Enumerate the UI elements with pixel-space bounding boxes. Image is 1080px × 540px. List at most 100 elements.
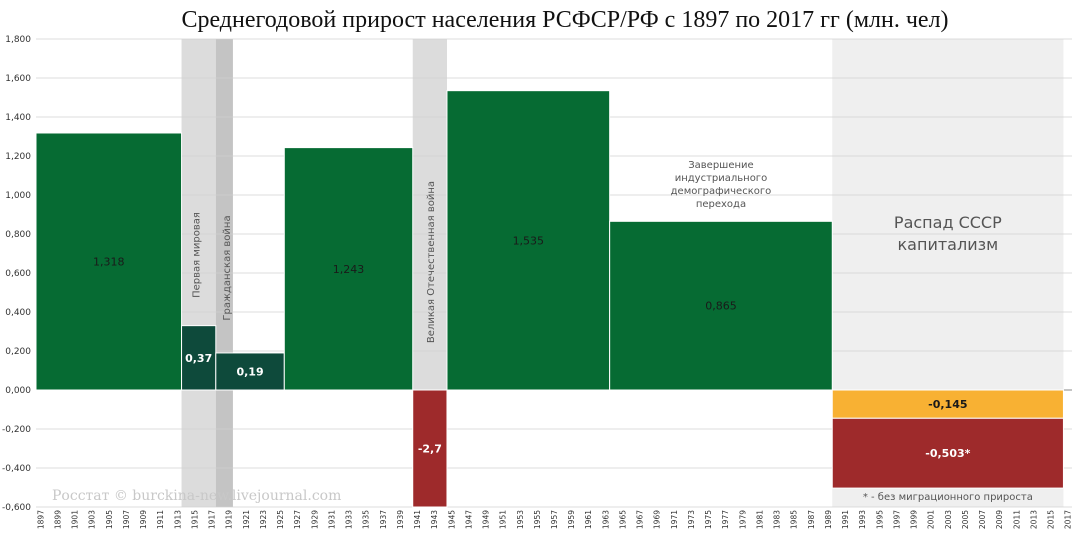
y-tick-label: 0,800: [5, 230, 31, 240]
x-tick-label: 2013: [1029, 510, 1038, 529]
y-tick-label: 1,000: [5, 191, 31, 201]
x-tick-label: 1983: [773, 510, 782, 529]
bar: [35, 132, 183, 391]
x-tick-label: 1961: [584, 510, 593, 529]
x-tick-label: 1927: [293, 510, 302, 529]
x-tick-label: 1923: [259, 510, 268, 529]
x-tick-label: 1963: [601, 510, 610, 529]
x-tick-label: 1975: [704, 510, 713, 529]
x-tick-label: 1979: [738, 510, 747, 529]
bar-value-label: 0,19: [236, 365, 263, 378]
x-tick-label: 1981: [755, 510, 764, 529]
x-tick-label: 1937: [379, 510, 388, 529]
bar-value-label: -2,7: [418, 443, 442, 456]
x-tick-label: 1913: [173, 510, 182, 529]
x-tick-label: 1899: [53, 510, 62, 529]
x-tick-label: 1957: [550, 510, 559, 529]
bar-labels: 1,318 0,37 0,19 1,243 -2,7 1,535 0,865 -0,145 -0…: [93, 234, 971, 460]
x-tick-label: 1917: [208, 510, 217, 529]
x-axis-ticks: 1897 1899 1901 1903 1905 1907 1909 1911 1913 1915…: [36, 510, 1072, 529]
x-tick-label: 1941: [413, 510, 422, 529]
civil-war-label: Гражданская война: [222, 215, 233, 320]
y-tick-label: -0,400: [2, 464, 31, 474]
x-tick-label: 1921: [242, 510, 251, 529]
x-tick-label: 1949: [482, 510, 491, 529]
y-tick-label: 1,800: [5, 35, 31, 45]
x-tick-label: 1935: [362, 510, 371, 529]
x-tick-label: 1903: [88, 510, 97, 529]
bar: [446, 90, 611, 391]
x-tick-label: 1999: [910, 510, 919, 529]
y-axis-ticks: 1,800 1,600 1,400 1,200 1,000 0,800 0,600 0,400…: [2, 35, 31, 513]
bar-value-label: 0,865: [705, 300, 737, 313]
x-tick-label: 1929: [310, 510, 319, 529]
y-tick-label: -0,200: [2, 425, 31, 435]
x-tick-label: 1947: [464, 510, 473, 529]
x-tick-label: 1955: [533, 510, 542, 529]
bar: [831, 389, 1064, 419]
bar-value-label: -0,145: [928, 398, 967, 411]
x-tick-label: 1919: [225, 510, 234, 529]
x-tick-label: 2015: [1047, 510, 1056, 529]
y-tick-label: 0,400: [5, 308, 31, 318]
x-tick-label: 1995: [875, 510, 884, 529]
x-tick-label: 1953: [516, 510, 525, 529]
x-tick-label: 2001: [927, 510, 936, 529]
bar: [181, 325, 217, 391]
y-tick-label: 1,200: [5, 152, 31, 162]
bar: [609, 220, 833, 391]
x-tick-label: 1991: [841, 510, 850, 529]
x-tick-label: 1931: [327, 510, 336, 529]
x-tick-label: 1901: [71, 510, 80, 529]
transition-annotation: перехода: [696, 199, 746, 210]
x-tick-label: 1959: [567, 510, 576, 529]
x-tick-label: 1977: [721, 510, 730, 529]
collapse-annotation: капитализм: [898, 235, 999, 254]
collapse-annotation: Распад СССР: [894, 213, 1002, 232]
x-tick-label: 2003: [944, 510, 953, 529]
bar: [215, 352, 285, 391]
x-tick-label: 1909: [139, 510, 148, 529]
bar: [831, 417, 1064, 489]
transition-annotation: Завершение: [688, 160, 753, 171]
x-tick-label: 1939: [396, 510, 405, 529]
x-tick-label: 1907: [122, 510, 131, 529]
y-tick-label: 0,000: [5, 386, 31, 396]
y-tick-label: 0,200: [5, 347, 31, 357]
x-tick-label: 1997: [892, 510, 901, 529]
x-tick-label: 2011: [1012, 510, 1021, 529]
bar: [283, 147, 414, 391]
transition-annotation: демографического: [671, 186, 772, 197]
x-tick-label: 1951: [499, 510, 508, 529]
source-watermark: Росстат © burckina-new.livejournal.com: [52, 488, 341, 504]
y-tick-label: 1,400: [5, 113, 31, 123]
bar: [412, 389, 448, 508]
transition-annotation: индустриального: [675, 173, 767, 184]
x-tick-label: 1911: [156, 510, 165, 529]
x-tick-label: 1905: [105, 510, 114, 529]
x-tick-label: 2007: [978, 510, 987, 529]
x-tick-label: 1971: [670, 510, 679, 529]
x-tick-label: 1973: [687, 510, 696, 529]
x-tick-label: 2005: [961, 510, 970, 529]
bar-value-label: 1,318: [93, 255, 125, 268]
y-tick-label: 0,600: [5, 269, 31, 279]
x-tick-label: 2017: [1064, 510, 1073, 529]
x-tick-label: 1965: [618, 510, 627, 529]
x-tick-label: 1967: [636, 510, 645, 529]
bar-value-label: 0,37: [185, 352, 212, 365]
chart-title: Среднегодовой прирост населения РСФСР/РФ…: [181, 7, 948, 33]
x-tick-label: 1943: [430, 510, 439, 529]
annotations: Первая мировая Гражданская война Великая О…: [52, 160, 1033, 504]
x-tick-label: 1989: [824, 510, 833, 529]
footnote: * - без миграционного прироста: [863, 492, 1033, 503]
x-tick-label: 1993: [858, 510, 867, 529]
bar-value-label: 1,243: [333, 263, 365, 276]
y-tick-label: 1,600: [5, 74, 31, 84]
bars: [35, 90, 1064, 508]
grid-lines: [36, 38, 1072, 508]
x-tick-label: 1985: [790, 510, 799, 529]
x-tick-label: 2009: [995, 510, 1004, 529]
x-tick-label: 1915: [190, 510, 199, 529]
